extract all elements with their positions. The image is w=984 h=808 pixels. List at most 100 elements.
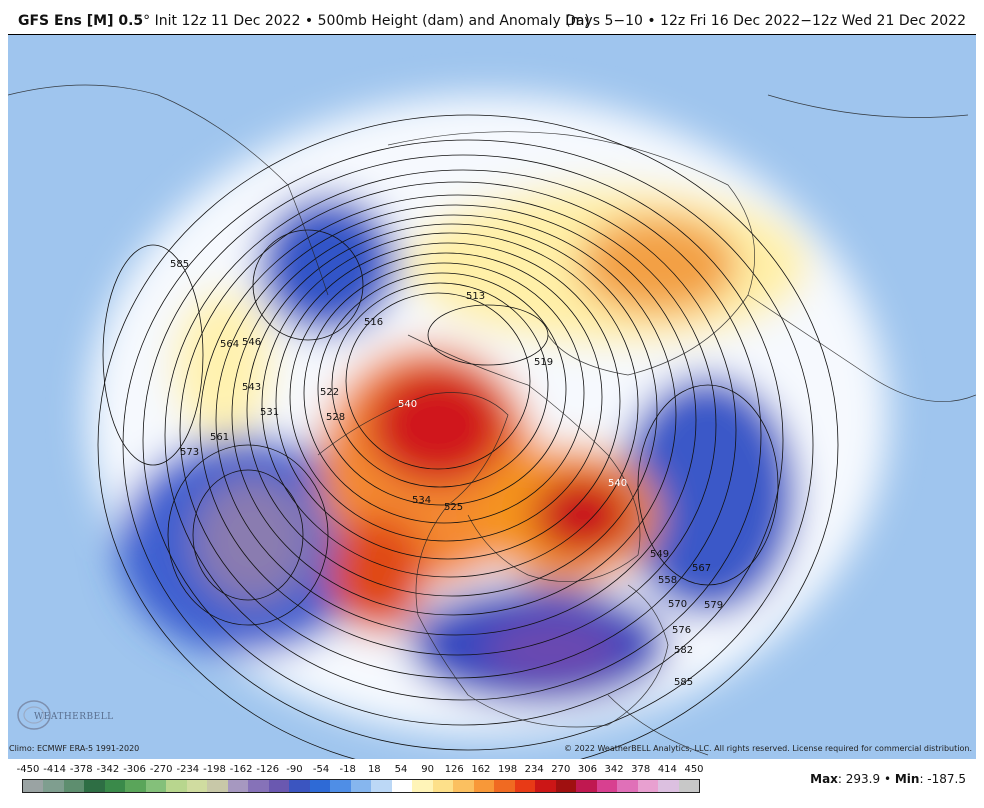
contour-low-atlantic	[637, 384, 779, 586]
anomaly-field	[88, 95, 888, 735]
climo-note: Climo: ECMWF ERA-5 1991-2020	[9, 744, 140, 753]
colorbar-swatch	[248, 780, 269, 792]
map-svg: 585 573 564 561 546 543 531 528 522 516 …	[8, 35, 976, 759]
coast-eurasia	[387, 131, 756, 376]
colorbar-swatch	[166, 780, 187, 792]
colorbar-swatch	[104, 780, 126, 792]
contour-546	[317, 272, 567, 506]
contour-low-asia	[252, 229, 364, 341]
pos-anomaly-alaska-core	[368, 365, 508, 485]
contour-label-570: 570	[668, 599, 687, 610]
colorbar-tick-label: -378	[69, 764, 93, 775]
contour-low-pacific	[167, 444, 329, 626]
colorbar-tick-label: 18	[367, 764, 381, 775]
contour-label-522: 522	[320, 387, 339, 398]
colorbar-tick-label: 198	[497, 764, 518, 775]
colorbar-tick-label: 378	[631, 764, 651, 775]
valid-range: Days 5−10 • 12z Fri 16 Dec 2022−12z Wed …	[565, 13, 966, 29]
colorbar-swatch	[350, 780, 372, 792]
colorbar-swatch	[84, 780, 105, 792]
colorbar-tick-label: -306	[123, 764, 146, 775]
pos-anomaly-westcoast	[328, 515, 428, 635]
colorbar-swatch	[555, 780, 577, 792]
coast-alaska	[317, 392, 509, 616]
contour-585	[97, 114, 839, 759]
contour-pacific-ridge	[102, 244, 204, 466]
colorbar-swatch	[514, 780, 536, 792]
logo-swirl	[17, 700, 51, 730]
colorbar-tick-label: -126	[256, 764, 280, 775]
contour-label-576: 576	[672, 625, 691, 636]
contour-576	[164, 169, 762, 701]
colorbar-swatch	[330, 780, 351, 792]
colorbar-tick-label: -198	[203, 764, 226, 775]
contour-label-519: 519	[534, 357, 553, 368]
coast-greenland	[407, 334, 641, 583]
colorbar-swatch	[412, 780, 433, 792]
contour-low-pacific-inner	[192, 469, 304, 601]
contour-543	[331, 282, 549, 488]
colorbar-swatch	[596, 780, 618, 792]
contour-570	[199, 194, 717, 656]
contour-540	[345, 292, 531, 470]
pos-anomaly-siberia	[578, 215, 738, 315]
contour-label-561: 561	[210, 432, 229, 443]
contour-label-531: 531	[260, 407, 279, 418]
colorbar-swatch	[227, 780, 249, 792]
colorbar-tick-label: 234	[524, 764, 544, 775]
init-info: ° Init 12z 11 Dec 2022 • 500mb Height (d…	[143, 13, 590, 29]
contour-label-573: 573	[180, 447, 199, 458]
contour-label-513: 513	[466, 291, 485, 302]
neg-anomaly-namerica-core	[483, 615, 623, 685]
colorbar-tick-label: -414	[43, 764, 66, 775]
colorbar-tick-label: 162	[471, 764, 491, 775]
contour-555	[275, 242, 621, 560]
contour-564	[231, 214, 677, 616]
contour-label-567: 567	[692, 563, 711, 574]
colorbar-swatch	[289, 780, 310, 792]
colorbar-swatch	[658, 780, 679, 792]
contour-label-579: 579	[704, 600, 723, 611]
colorbar-tick-label: -162	[229, 764, 253, 775]
colorbar-swatch	[453, 780, 474, 792]
colorbar-tick-label: 90	[421, 764, 434, 775]
max-label: Max	[810, 772, 838, 786]
contour-label-540-a: 540	[398, 399, 417, 410]
contour-582	[122, 139, 814, 751]
contour-label-group: 585 573 564 561 546 543 531 528 522 516 …	[170, 259, 723, 688]
colorbar-swatch	[637, 780, 659, 792]
colorbar-swatch	[125, 780, 146, 792]
colorbar-swatch	[473, 780, 495, 792]
colorbar-swatch	[145, 780, 167, 792]
colorbar-swatch	[207, 780, 228, 792]
colorbar-tick-label: -450	[16, 764, 40, 775]
colorbar-swatch	[617, 780, 638, 792]
coastlines	[8, 84, 976, 756]
colorbar-tick-label: -234	[176, 764, 200, 775]
contour-558	[261, 232, 639, 578]
colorbar-tick-label: -342	[96, 764, 120, 775]
contour-549	[303, 262, 585, 524]
colorbar-swatch	[391, 780, 413, 792]
max-min-readout: Max: 293.9 • Min: -187.5	[810, 772, 966, 786]
colorbar-tick-label: 306	[577, 764, 597, 775]
weatherbell-logo: WEATHERBELL	[14, 696, 114, 734]
colorbar-swatch	[371, 780, 392, 792]
colorbar-labels: -450 -414 -378 -342 -306 -270 -234 -198 -162 -126…	[16, 764, 708, 778]
min-value: : -187.5	[919, 772, 966, 786]
model-name: GFS Ens [M] 0.5	[18, 13, 144, 29]
chart-title: GFS Ens [M] 0.5° Init 12z 11 Dec 2022 • …	[18, 13, 590, 29]
contour-552	[289, 252, 603, 542]
contour-573	[179, 181, 737, 679]
colorbar-swatch	[43, 780, 64, 792]
colorbar-swatch	[576, 780, 597, 792]
colorbar-swatch	[186, 780, 208, 792]
max-value: : 293.9 •	[837, 772, 895, 786]
contour-561	[246, 223, 658, 597]
colorbar-tick-label: 54	[394, 764, 408, 775]
height-contours	[97, 114, 839, 759]
contour-label-585-b: 585	[674, 677, 693, 688]
coast-asia	[8, 84, 329, 296]
contour-label-585: 585	[170, 259, 189, 270]
colorbar-tick-label: -18	[339, 764, 356, 775]
